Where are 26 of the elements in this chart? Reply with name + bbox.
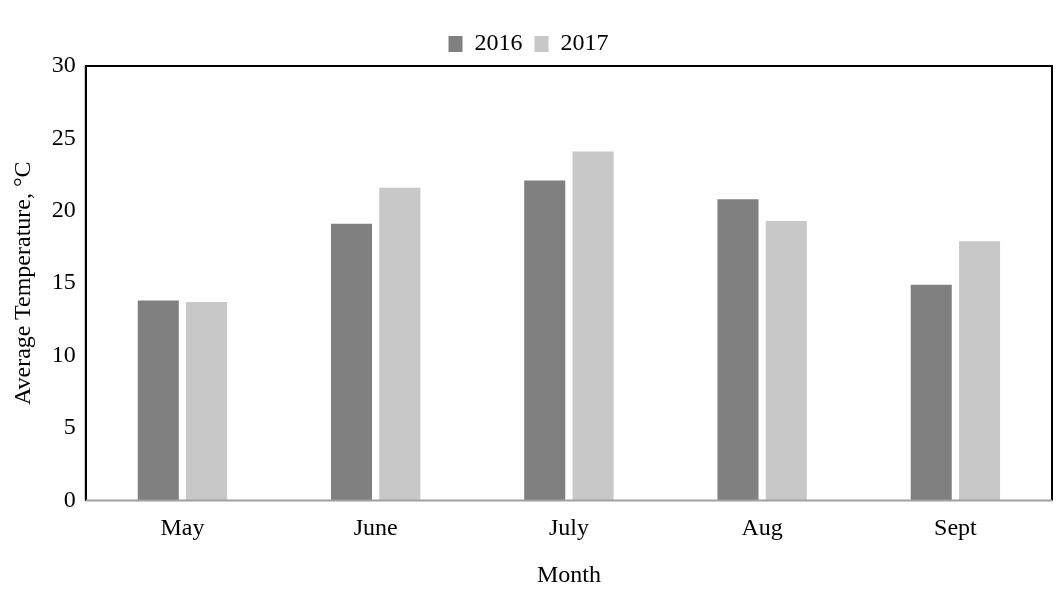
y-axis-title: Average Temperature, °C (8, 161, 35, 405)
y-tick-label: 0 (63, 485, 76, 512)
x-tick-label: May (160, 514, 205, 541)
bar (572, 151, 614, 501)
bar (717, 199, 759, 501)
bar (959, 241, 1001, 501)
bar (765, 220, 807, 501)
bar (379, 187, 421, 501)
bar (910, 284, 952, 501)
y-tick-label: 25 (51, 123, 76, 150)
y-tick-label: 15 (51, 268, 76, 295)
bar (186, 302, 228, 501)
x-tick-label: June (353, 514, 398, 541)
y-tick-label: 30 (51, 51, 76, 78)
x-tick-label: Aug (741, 514, 783, 541)
x-tick-label: July (548, 514, 589, 541)
bar (524, 180, 566, 501)
x-tick-label: Sept (934, 514, 978, 541)
bar (137, 300, 179, 501)
x-axis-title: Month (536, 560, 601, 587)
y-tick-label: 20 (51, 196, 76, 223)
y-tick-label: 5 (63, 413, 76, 440)
legend-label: 2017 (560, 29, 609, 56)
y-tick-label: 10 (51, 340, 76, 367)
bar (330, 223, 373, 501)
legend-label: 2016 (474, 29, 523, 56)
